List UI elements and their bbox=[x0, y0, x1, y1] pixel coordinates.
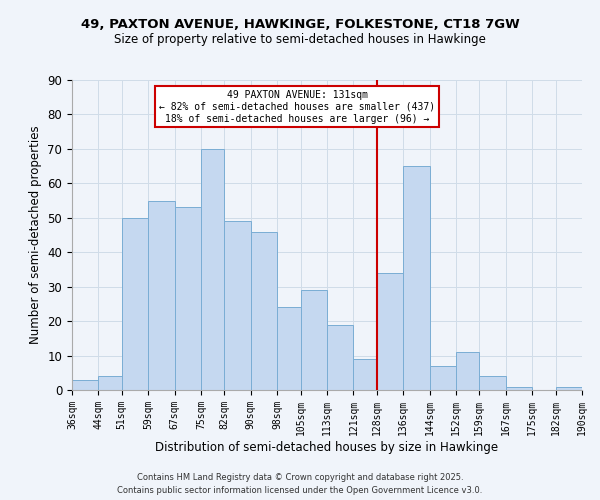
Text: Contains HM Land Registry data © Crown copyright and database right 2025.: Contains HM Land Registry data © Crown c… bbox=[137, 474, 463, 482]
Bar bbox=[175, 208, 201, 390]
Bar bbox=[430, 366, 456, 390]
Bar bbox=[353, 359, 377, 390]
Bar bbox=[224, 221, 251, 390]
Bar bbox=[122, 218, 148, 390]
Y-axis label: Number of semi-detached properties: Number of semi-detached properties bbox=[29, 126, 42, 344]
Bar bbox=[556, 386, 582, 390]
Bar bbox=[251, 232, 277, 390]
Bar bbox=[98, 376, 122, 390]
Bar bbox=[301, 290, 327, 390]
Bar bbox=[403, 166, 430, 390]
Bar bbox=[148, 200, 175, 390]
X-axis label: Distribution of semi-detached houses by size in Hawkinge: Distribution of semi-detached houses by … bbox=[155, 440, 499, 454]
Bar bbox=[506, 386, 532, 390]
Text: Size of property relative to semi-detached houses in Hawkinge: Size of property relative to semi-detach… bbox=[114, 32, 486, 46]
Text: 49 PAXTON AVENUE: 131sqm
← 82% of semi-detached houses are smaller (437)
18% of : 49 PAXTON AVENUE: 131sqm ← 82% of semi-d… bbox=[159, 90, 435, 124]
Bar bbox=[277, 308, 301, 390]
Text: 49, PAXTON AVENUE, HAWKINGE, FOLKESTONE, CT18 7GW: 49, PAXTON AVENUE, HAWKINGE, FOLKESTONE,… bbox=[80, 18, 520, 30]
Text: Contains public sector information licensed under the Open Government Licence v3: Contains public sector information licen… bbox=[118, 486, 482, 495]
Bar bbox=[201, 149, 224, 390]
Bar bbox=[327, 324, 353, 390]
Bar bbox=[456, 352, 479, 390]
Bar bbox=[72, 380, 98, 390]
Bar bbox=[479, 376, 506, 390]
Bar bbox=[377, 273, 403, 390]
